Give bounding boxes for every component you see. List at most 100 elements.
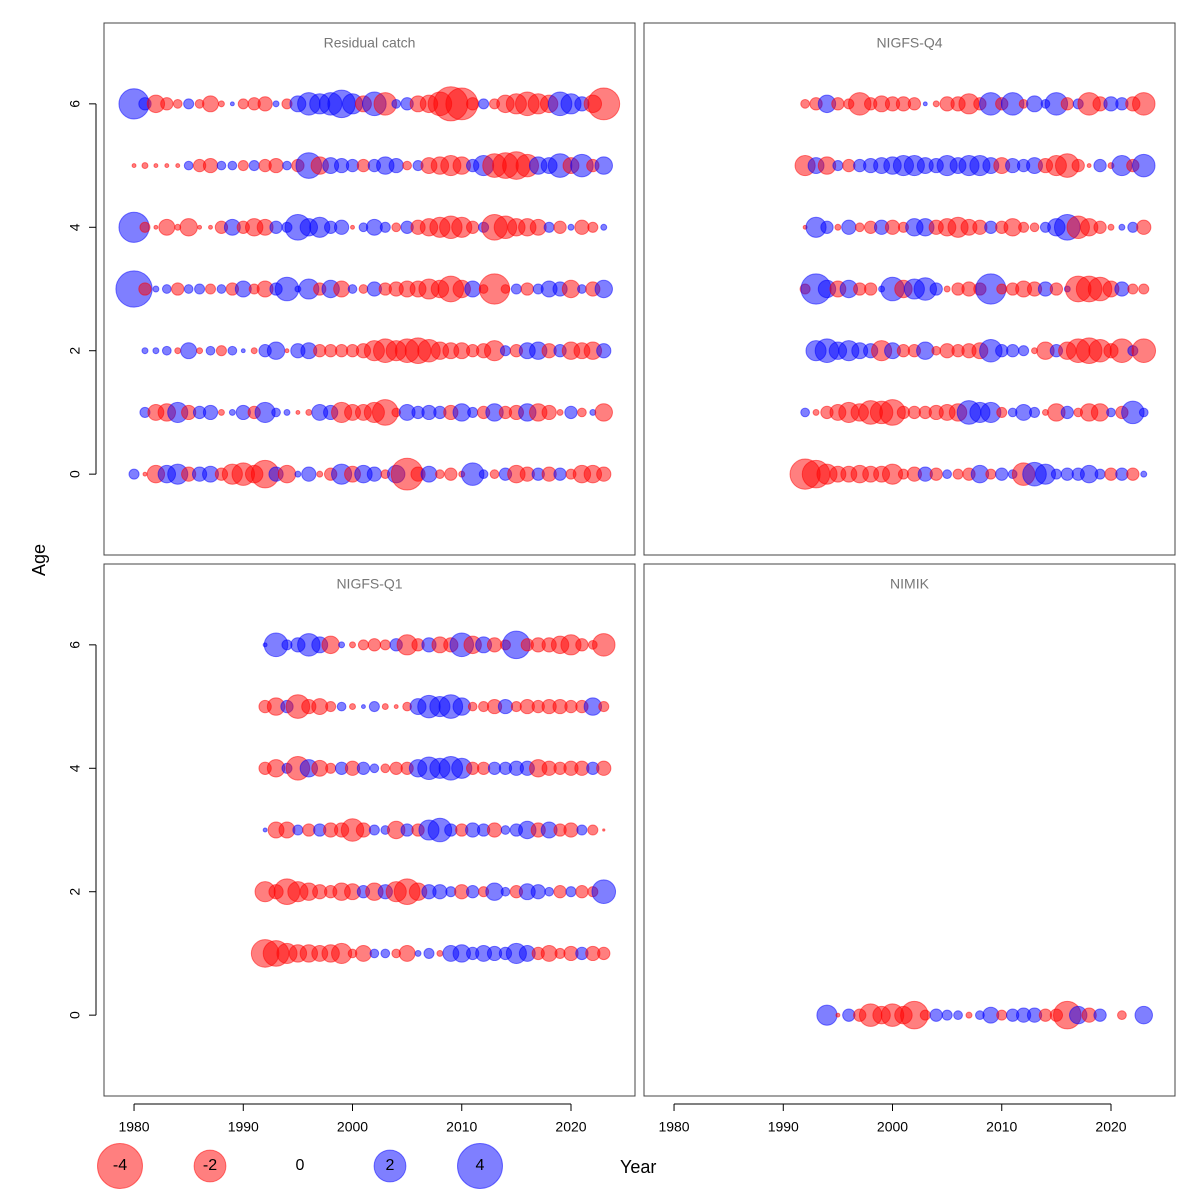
legend-bubble bbox=[97, 1143, 143, 1189]
bubble bbox=[388, 157, 404, 174]
bubble bbox=[497, 698, 514, 715]
panel-frame bbox=[103, 563, 636, 1097]
bubble bbox=[398, 944, 416, 962]
x-tick-label: 1990 bbox=[768, 1119, 799, 1135]
bubble bbox=[366, 466, 382, 482]
bubble bbox=[250, 347, 258, 355]
legend-label: 4 bbox=[476, 1157, 485, 1174]
legend-label: -2 bbox=[203, 1157, 217, 1174]
bubble bbox=[1093, 220, 1107, 234]
bubble bbox=[832, 160, 844, 172]
bubble bbox=[229, 101, 235, 107]
bubble bbox=[183, 160, 194, 171]
bubble bbox=[262, 827, 268, 833]
bubble bbox=[499, 345, 511, 357]
bubble bbox=[591, 879, 617, 905]
bubble bbox=[587, 87, 621, 121]
bubble bbox=[953, 1010, 963, 1021]
bubble bbox=[152, 347, 160, 355]
bubble bbox=[596, 466, 612, 482]
bubble bbox=[1118, 223, 1126, 231]
bubble bbox=[295, 409, 301, 415]
bubble bbox=[414, 949, 422, 957]
bubble bbox=[420, 465, 438, 483]
bubble bbox=[489, 469, 500, 480]
panel-title: NIMIK bbox=[890, 576, 930, 592]
bubble bbox=[325, 762, 337, 774]
bubble bbox=[175, 163, 181, 169]
bubble bbox=[587, 824, 599, 836]
bubble bbox=[171, 282, 185, 296]
bubble bbox=[1026, 95, 1043, 113]
bubble bbox=[929, 282, 943, 296]
bubble bbox=[800, 98, 810, 109]
bubble bbox=[141, 347, 149, 355]
bubble bbox=[486, 637, 503, 653]
bubble bbox=[272, 100, 280, 108]
legend-label: 0 bbox=[296, 1157, 305, 1174]
bubble bbox=[941, 1009, 953, 1021]
bubble bbox=[369, 763, 380, 774]
bubble bbox=[576, 824, 588, 836]
bubble bbox=[368, 701, 380, 713]
bubble bbox=[269, 220, 283, 234]
y-tick-label: 2 bbox=[67, 888, 83, 896]
bubble bbox=[393, 704, 399, 710]
bubble bbox=[217, 408, 225, 416]
bubble bbox=[436, 949, 444, 957]
bubble bbox=[812, 408, 820, 416]
y-axis-label: Age bbox=[29, 544, 49, 576]
bubble bbox=[1127, 283, 1139, 295]
bubble bbox=[1140, 470, 1148, 478]
y-tick-label: 0 bbox=[67, 1011, 83, 1019]
legend-bubble bbox=[457, 1143, 503, 1189]
bubble bbox=[358, 284, 369, 294]
bubble bbox=[1060, 97, 1074, 111]
bubble bbox=[336, 701, 347, 712]
bubble bbox=[354, 944, 372, 962]
bubble bbox=[854, 222, 865, 233]
bubble bbox=[379, 639, 391, 651]
bubble bbox=[292, 824, 304, 836]
bubble bbox=[294, 470, 302, 478]
bubble bbox=[227, 160, 238, 171]
x-tick-label: 2020 bbox=[1095, 1119, 1126, 1135]
bubble bbox=[510, 283, 522, 295]
bubble bbox=[141, 162, 149, 170]
bubble bbox=[1136, 219, 1152, 235]
bubble bbox=[1071, 158, 1085, 173]
bubble bbox=[467, 406, 479, 418]
bubble bbox=[834, 223, 842, 231]
bubble bbox=[575, 885, 589, 899]
bubble bbox=[284, 348, 290, 354]
bubble bbox=[179, 218, 198, 237]
bubble bbox=[138, 282, 152, 296]
bubble bbox=[577, 284, 587, 294]
y-tick-label: 4 bbox=[67, 764, 83, 772]
x-tick-label: 1980 bbox=[118, 1119, 149, 1135]
bubble bbox=[931, 345, 942, 356]
panel-title: Residual catch bbox=[324, 35, 416, 51]
bubble bbox=[478, 469, 489, 480]
bubble bbox=[367, 638, 382, 652]
bubble bbox=[1086, 163, 1092, 169]
bubble bbox=[467, 701, 478, 712]
bubble bbox=[594, 403, 613, 422]
bubble bbox=[160, 97, 174, 111]
bubble bbox=[257, 96, 273, 112]
bubble bbox=[500, 825, 511, 835]
bubble bbox=[996, 283, 1008, 295]
bubble bbox=[1018, 345, 1030, 357]
bubble bbox=[391, 98, 402, 109]
bubble bbox=[577, 407, 587, 418]
legend-label: 2 bbox=[386, 1157, 395, 1174]
bubble bbox=[598, 701, 610, 713]
bubble bbox=[592, 633, 616, 657]
bubble bbox=[380, 948, 391, 959]
bubble bbox=[1132, 92, 1156, 116]
x-tick-label: 1980 bbox=[658, 1119, 689, 1135]
bubble bbox=[183, 98, 195, 110]
bubble bbox=[922, 101, 928, 107]
bubble bbox=[152, 285, 160, 293]
